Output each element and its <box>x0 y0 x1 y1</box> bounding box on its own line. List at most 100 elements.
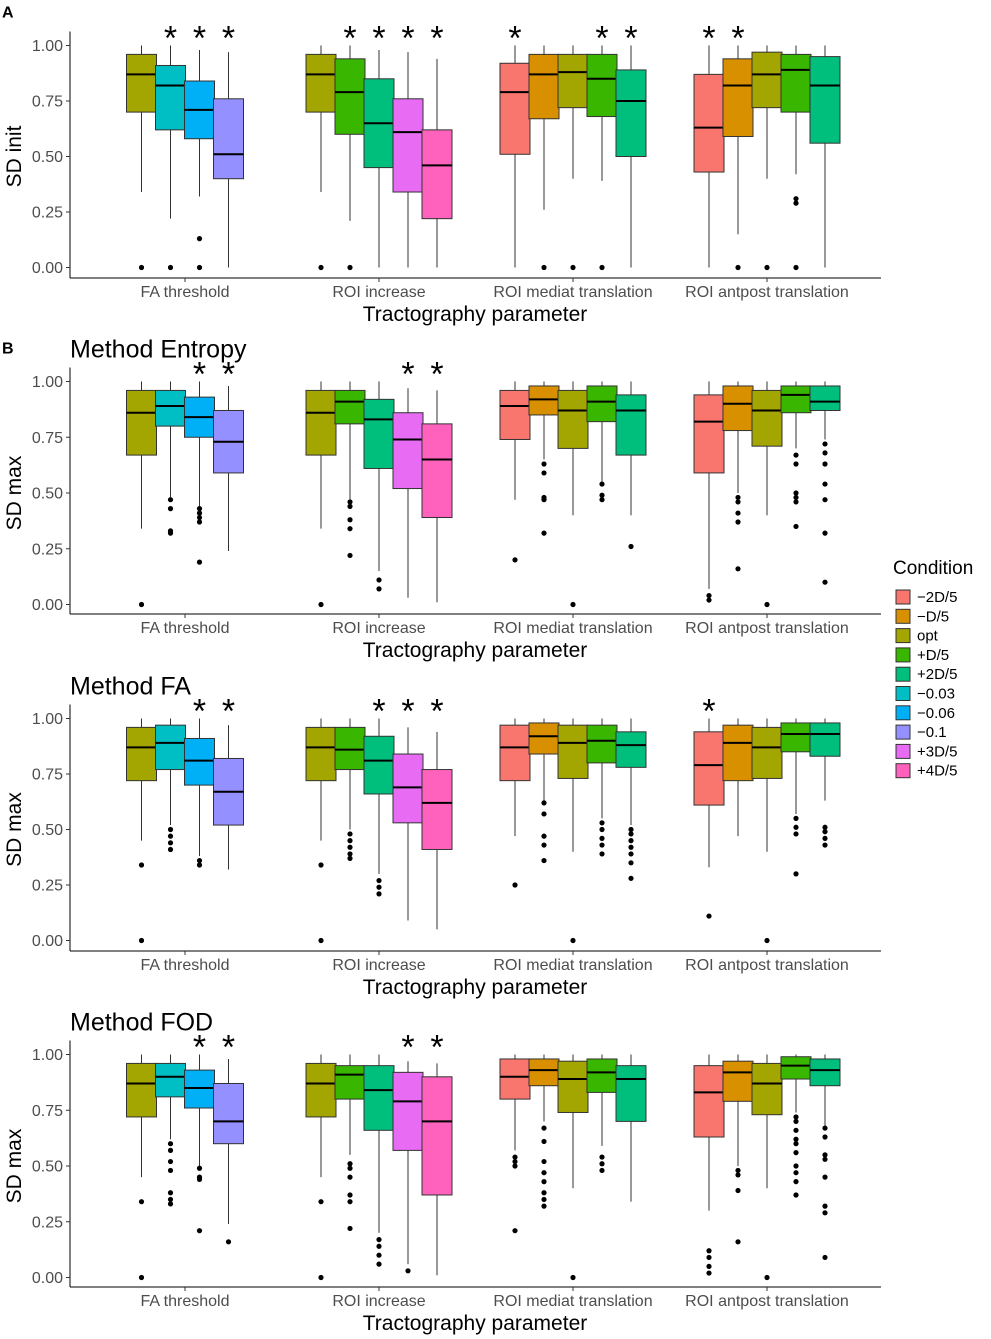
y-tick-label: 0.50 <box>32 149 63 166</box>
box-iqr <box>363 398 395 469</box>
outlier-point <box>541 833 547 839</box>
outlier-point <box>793 461 799 467</box>
x-axis-label: Tractography parameter <box>363 303 588 326</box>
outlier-point <box>599 497 605 503</box>
legend-label: +D/5 <box>917 647 949 664</box>
box-2-0 <box>499 381 531 563</box>
outlier-point <box>822 835 828 841</box>
legend-swatch <box>895 743 911 759</box>
box-iqr <box>722 724 754 782</box>
box-iqr <box>586 53 618 118</box>
box-2-1 <box>528 718 560 864</box>
y-tick-label: 0.50 <box>32 486 63 503</box>
box-iqr <box>557 53 589 109</box>
outlier-point <box>318 264 324 271</box>
legend-item: −0.06 <box>895 705 955 722</box>
y-axis-label: SD max <box>3 792 26 867</box>
significance-star: * <box>343 20 356 58</box>
legend: Condition −2D/5 −D/5 opt +D/5 +2D/5 −0.03 −0.0… <box>893 558 973 780</box>
y-tick-label: 0.00 <box>32 597 63 614</box>
box-3-4 <box>809 381 841 585</box>
x-category-label: FA threshold <box>141 957 230 974</box>
panel-title: Method FA <box>70 673 191 701</box>
box-0-0 <box>126 45 157 271</box>
outlier-point <box>628 875 634 881</box>
legend-label: −0.03 <box>917 686 955 703</box>
outlier-point <box>793 1141 799 1147</box>
legend-title: Condition <box>893 558 973 579</box>
y-tick-label: 0.50 <box>32 1159 63 1176</box>
box-0-2: * <box>184 356 215 565</box>
outlier-point <box>599 1161 605 1167</box>
box-iqr <box>809 1058 841 1087</box>
box-1-1 <box>334 718 366 861</box>
box-iqr <box>421 1076 453 1196</box>
box-2-0 <box>499 1054 531 1234</box>
box-1-3: * <box>392 693 424 921</box>
box-0-3: * <box>213 693 244 870</box>
outlier-point <box>793 200 799 206</box>
box-iqr <box>334 58 366 135</box>
outlier-point <box>599 1154 605 1160</box>
outlier-point <box>138 1274 145 1281</box>
box-3-2 <box>751 1054 783 1281</box>
box-2-2 <box>557 718 589 944</box>
outlier-point <box>376 877 382 884</box>
outlier-point <box>347 503 353 509</box>
outlier-point <box>628 826 634 833</box>
outlier-point <box>793 1136 799 1142</box>
outlier-point <box>628 844 634 850</box>
significance-star: * <box>430 356 443 394</box>
box-2-1 <box>528 381 560 536</box>
y-tick-label: 1.00 <box>32 1047 63 1064</box>
outlier-point <box>822 1254 828 1261</box>
box-iqr <box>305 726 337 782</box>
box-iqr <box>392 753 424 824</box>
x-category-label: ROI antpost translation <box>685 1293 849 1310</box>
outlier-point <box>793 824 799 830</box>
outlier-point <box>706 1263 712 1269</box>
box-iqr <box>809 385 841 411</box>
x-category-label: ROI increase <box>332 284 425 301</box>
outlier-point <box>318 1199 324 1205</box>
outlier-point <box>793 1127 799 1133</box>
outlier-point <box>793 264 799 271</box>
outlier-point <box>735 1167 741 1174</box>
box-iqr <box>528 1058 560 1087</box>
outlier-point <box>735 499 741 505</box>
panel-4: Method FOD 0.00 0.25 0.50 0.75 1.00 SD max Trac… <box>3 1009 881 1335</box>
box-3-1 <box>722 1054 754 1245</box>
box-iqr <box>126 389 157 456</box>
box-iqr <box>809 56 841 144</box>
box-iqr <box>693 731 725 806</box>
outlier-point <box>167 1158 174 1165</box>
outlier-point <box>793 494 799 501</box>
box-3-4 <box>809 45 841 268</box>
box-iqr <box>155 389 186 427</box>
box-2-1 <box>528 1054 560 1209</box>
outlier-point <box>512 1154 518 1160</box>
box-iqr <box>693 73 725 173</box>
outlier-point <box>376 1261 382 1267</box>
outlier-point <box>347 552 353 559</box>
outlier-point <box>541 1170 547 1176</box>
outlier-point <box>347 1174 353 1180</box>
outlier-point <box>793 1150 799 1156</box>
box-2-4 <box>615 381 647 550</box>
box-2-4 <box>615 1054 647 1202</box>
outlier-point <box>541 470 547 476</box>
outlier-point <box>541 461 547 467</box>
box-1-0 <box>305 381 337 608</box>
box-iqr <box>499 62 531 155</box>
box-0-2: * <box>184 693 215 868</box>
legend-label: −2D/5 <box>917 589 957 606</box>
box-1-4: * <box>421 693 453 930</box>
outlier-point <box>793 1192 799 1198</box>
outlier-point <box>347 499 353 505</box>
box-iqr <box>586 385 618 423</box>
box-0-0 <box>126 381 157 608</box>
box-iqr <box>528 722 560 755</box>
legend-label: −0.06 <box>917 705 955 722</box>
outlier-point <box>167 1201 174 1207</box>
outlier-point <box>318 1274 324 1281</box>
